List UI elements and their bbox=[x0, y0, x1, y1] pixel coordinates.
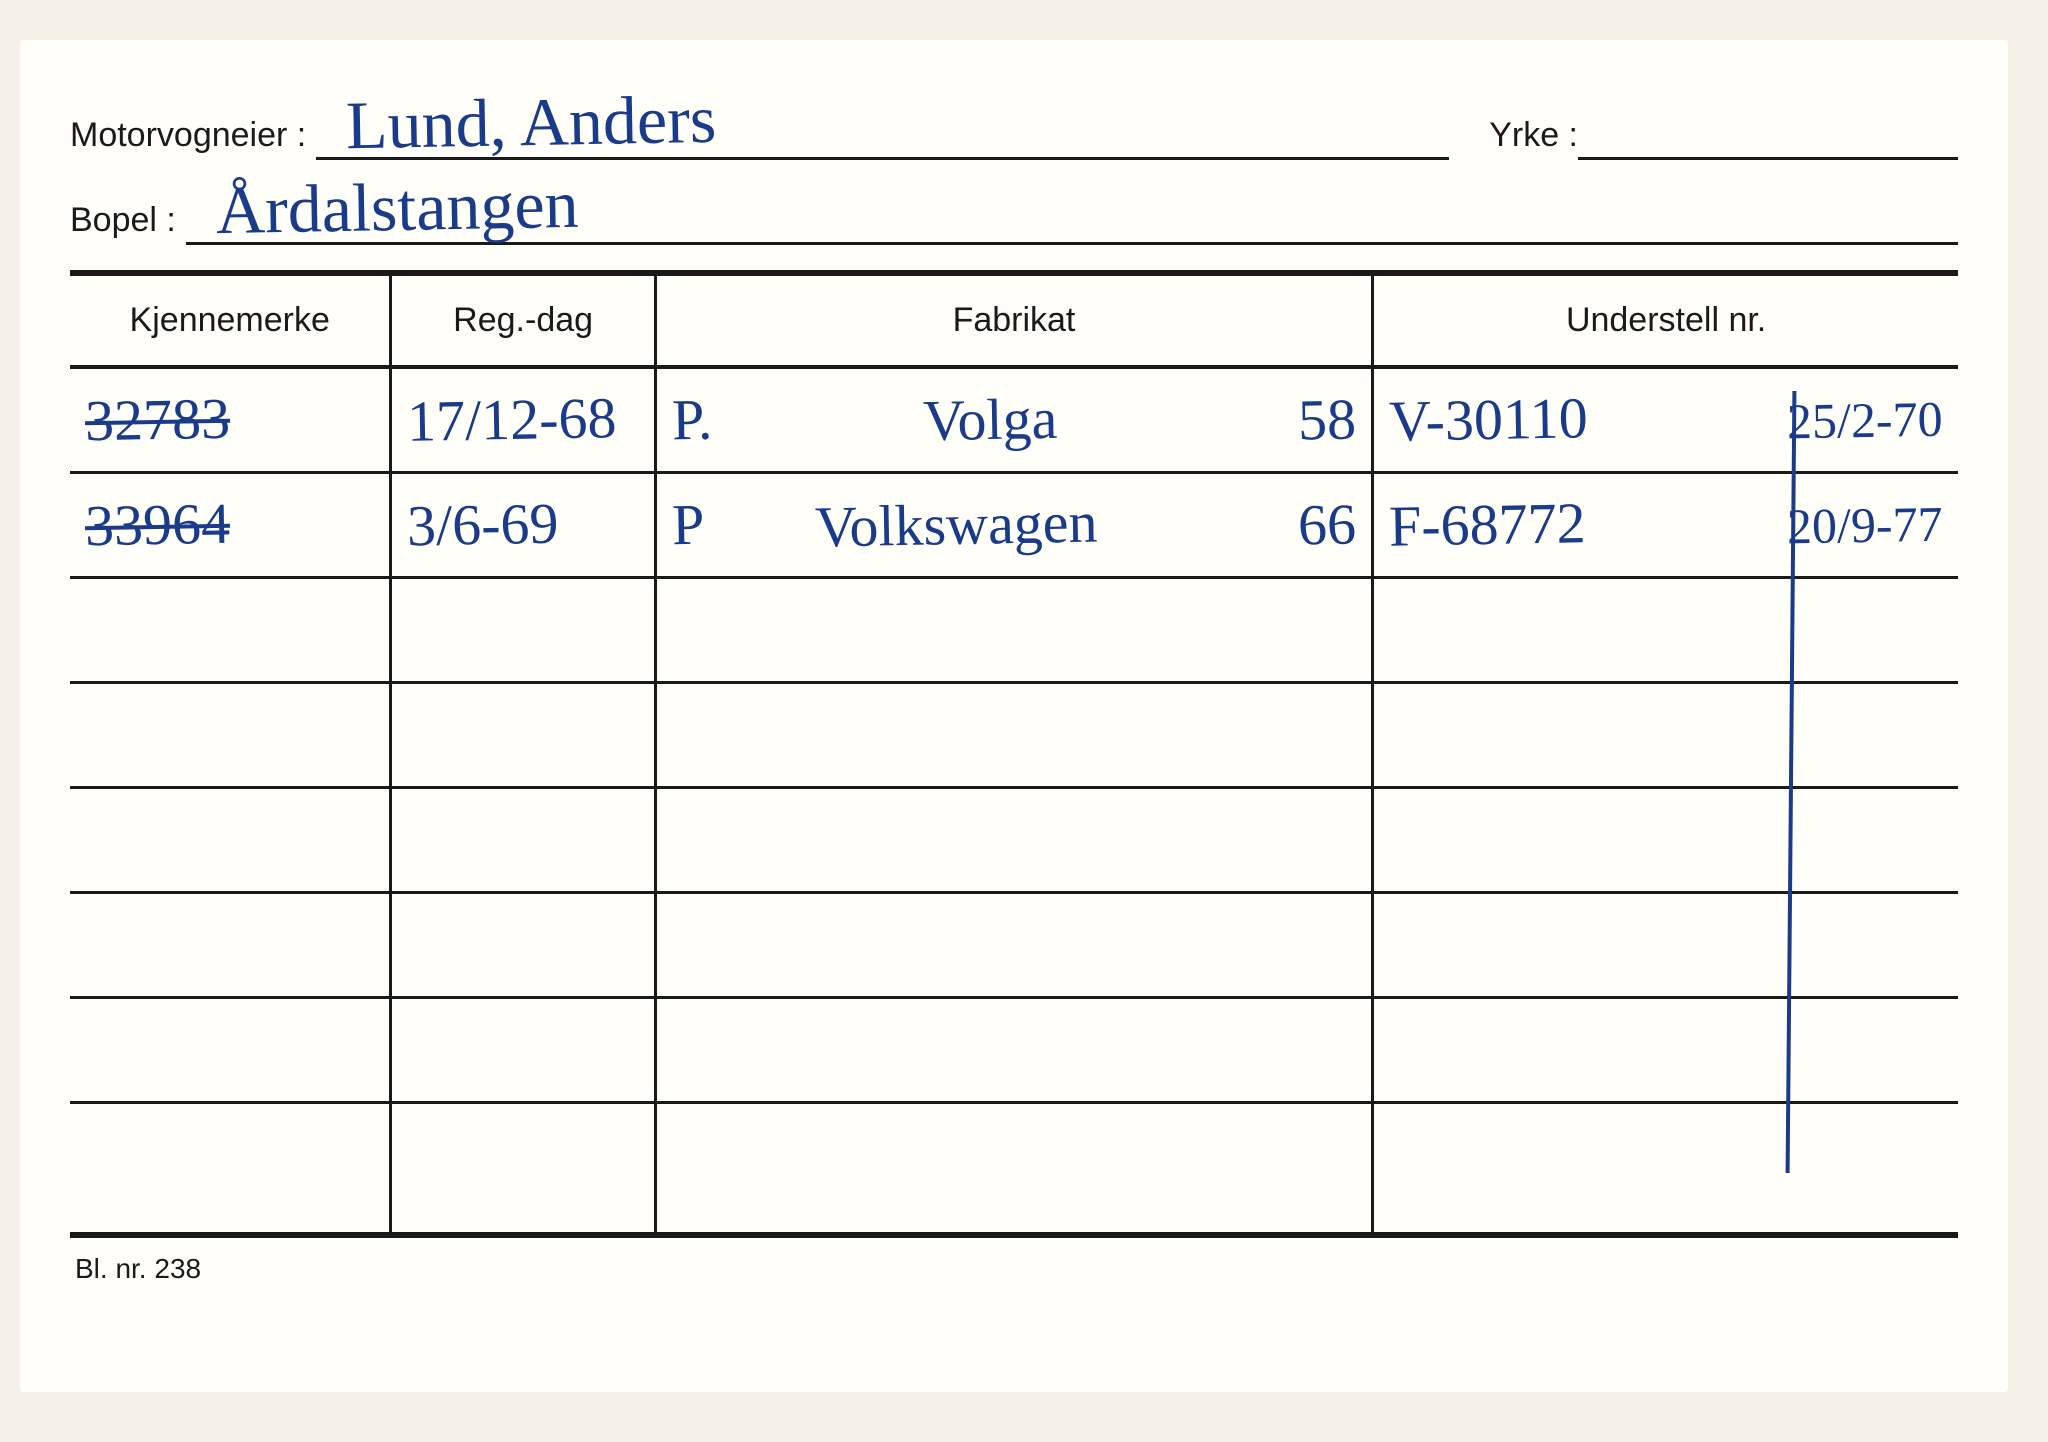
table-row-empty bbox=[70, 997, 1958, 1102]
owner-row: Motorvogneier : Lund, Anders Yrke : bbox=[70, 100, 1958, 160]
table-row: 32783 17/12-68 P. Volga 58 bbox=[70, 367, 1958, 472]
understell-no: V-30110 bbox=[1389, 385, 1589, 455]
cell-kjennemerke: 33964 bbox=[70, 472, 391, 577]
cell-fabrikat: P. Volga 58 bbox=[655, 367, 1372, 472]
kjennemerke-value: 32783 bbox=[84, 385, 230, 455]
form-number: Bl. nr. 238 bbox=[75, 1253, 1958, 1285]
cell-fabrikat: P Volkswagen 66 bbox=[655, 472, 1372, 577]
regdag-value: 17/12-68 bbox=[407, 384, 618, 455]
vehicle-table-container: Kjennemerke Reg.-dag Fabrikat Understell… bbox=[70, 276, 1958, 1232]
bottom-divider bbox=[70, 1232, 1958, 1238]
fabrikat-prefix: P bbox=[671, 491, 704, 559]
cell-regdag: 17/12-68 bbox=[391, 367, 655, 472]
table-row-empty bbox=[70, 682, 1958, 787]
col-kjennemerke: Kjennemerke bbox=[70, 276, 391, 367]
table-row-empty bbox=[70, 1102, 1958, 1232]
motorvogneier-label: Motorvogneier : bbox=[70, 116, 306, 160]
understell-date: 25/2-70 bbox=[1787, 389, 1944, 450]
regdag-value: 3/6-69 bbox=[407, 490, 560, 560]
bopel-row: Bopel : Årdalstangen bbox=[70, 185, 1958, 245]
table-row: 33964 3/6-69 P Volkswagen 66 bbox=[70, 472, 1958, 577]
cell-kjennemerke: 32783 bbox=[70, 367, 391, 472]
table-row-empty bbox=[70, 787, 1958, 892]
fabrikat-year: 58 bbox=[1298, 386, 1357, 454]
understell-date: 20/9-77 bbox=[1787, 494, 1944, 555]
col-fabrikat: Fabrikat bbox=[655, 276, 1372, 367]
table-row-empty bbox=[70, 892, 1958, 997]
fabrikat-name: Volkswagen bbox=[814, 489, 1098, 561]
kjennemerke-value: 33964 bbox=[84, 490, 230, 560]
cell-understell: F-68772 20/9-77 bbox=[1373, 472, 1958, 577]
motorvogneier-field: Lund, Anders bbox=[316, 100, 1449, 160]
fabrikat-prefix: P. bbox=[671, 386, 712, 454]
col-understell: Understell nr. bbox=[1373, 276, 1958, 367]
yrke-label: Yrke : bbox=[1489, 116, 1578, 160]
yrke-section: Yrke : bbox=[1489, 116, 1958, 160]
bopel-field: Årdalstangen bbox=[186, 185, 1958, 245]
header-section: Motorvogneier : Lund, Anders Yrke : Bope… bbox=[70, 100, 1958, 245]
understell-no: F-68772 bbox=[1389, 489, 1587, 559]
yrke-field bbox=[1578, 120, 1958, 160]
table-row-empty bbox=[70, 577, 1958, 682]
col-regdag: Reg.-dag bbox=[391, 276, 655, 367]
vehicle-table: Kjennemerke Reg.-dag Fabrikat Understell… bbox=[70, 276, 1958, 1232]
fabrikat-year: 66 bbox=[1298, 490, 1357, 558]
bopel-value: Årdalstangen bbox=[215, 165, 579, 250]
table-header-row: Kjennemerke Reg.-dag Fabrikat Understell… bbox=[70, 276, 1958, 367]
registration-card: Motorvogneier : Lund, Anders Yrke : Bope… bbox=[20, 40, 2008, 1392]
fabrikat-name: Volga bbox=[922, 385, 1057, 454]
cell-understell: V-30110 25/2-70 bbox=[1373, 367, 1958, 472]
bopel-label: Bopel : bbox=[70, 201, 176, 245]
cell-regdag: 3/6-69 bbox=[391, 472, 655, 577]
motorvogneier-value: Lund, Anders bbox=[346, 80, 718, 165]
